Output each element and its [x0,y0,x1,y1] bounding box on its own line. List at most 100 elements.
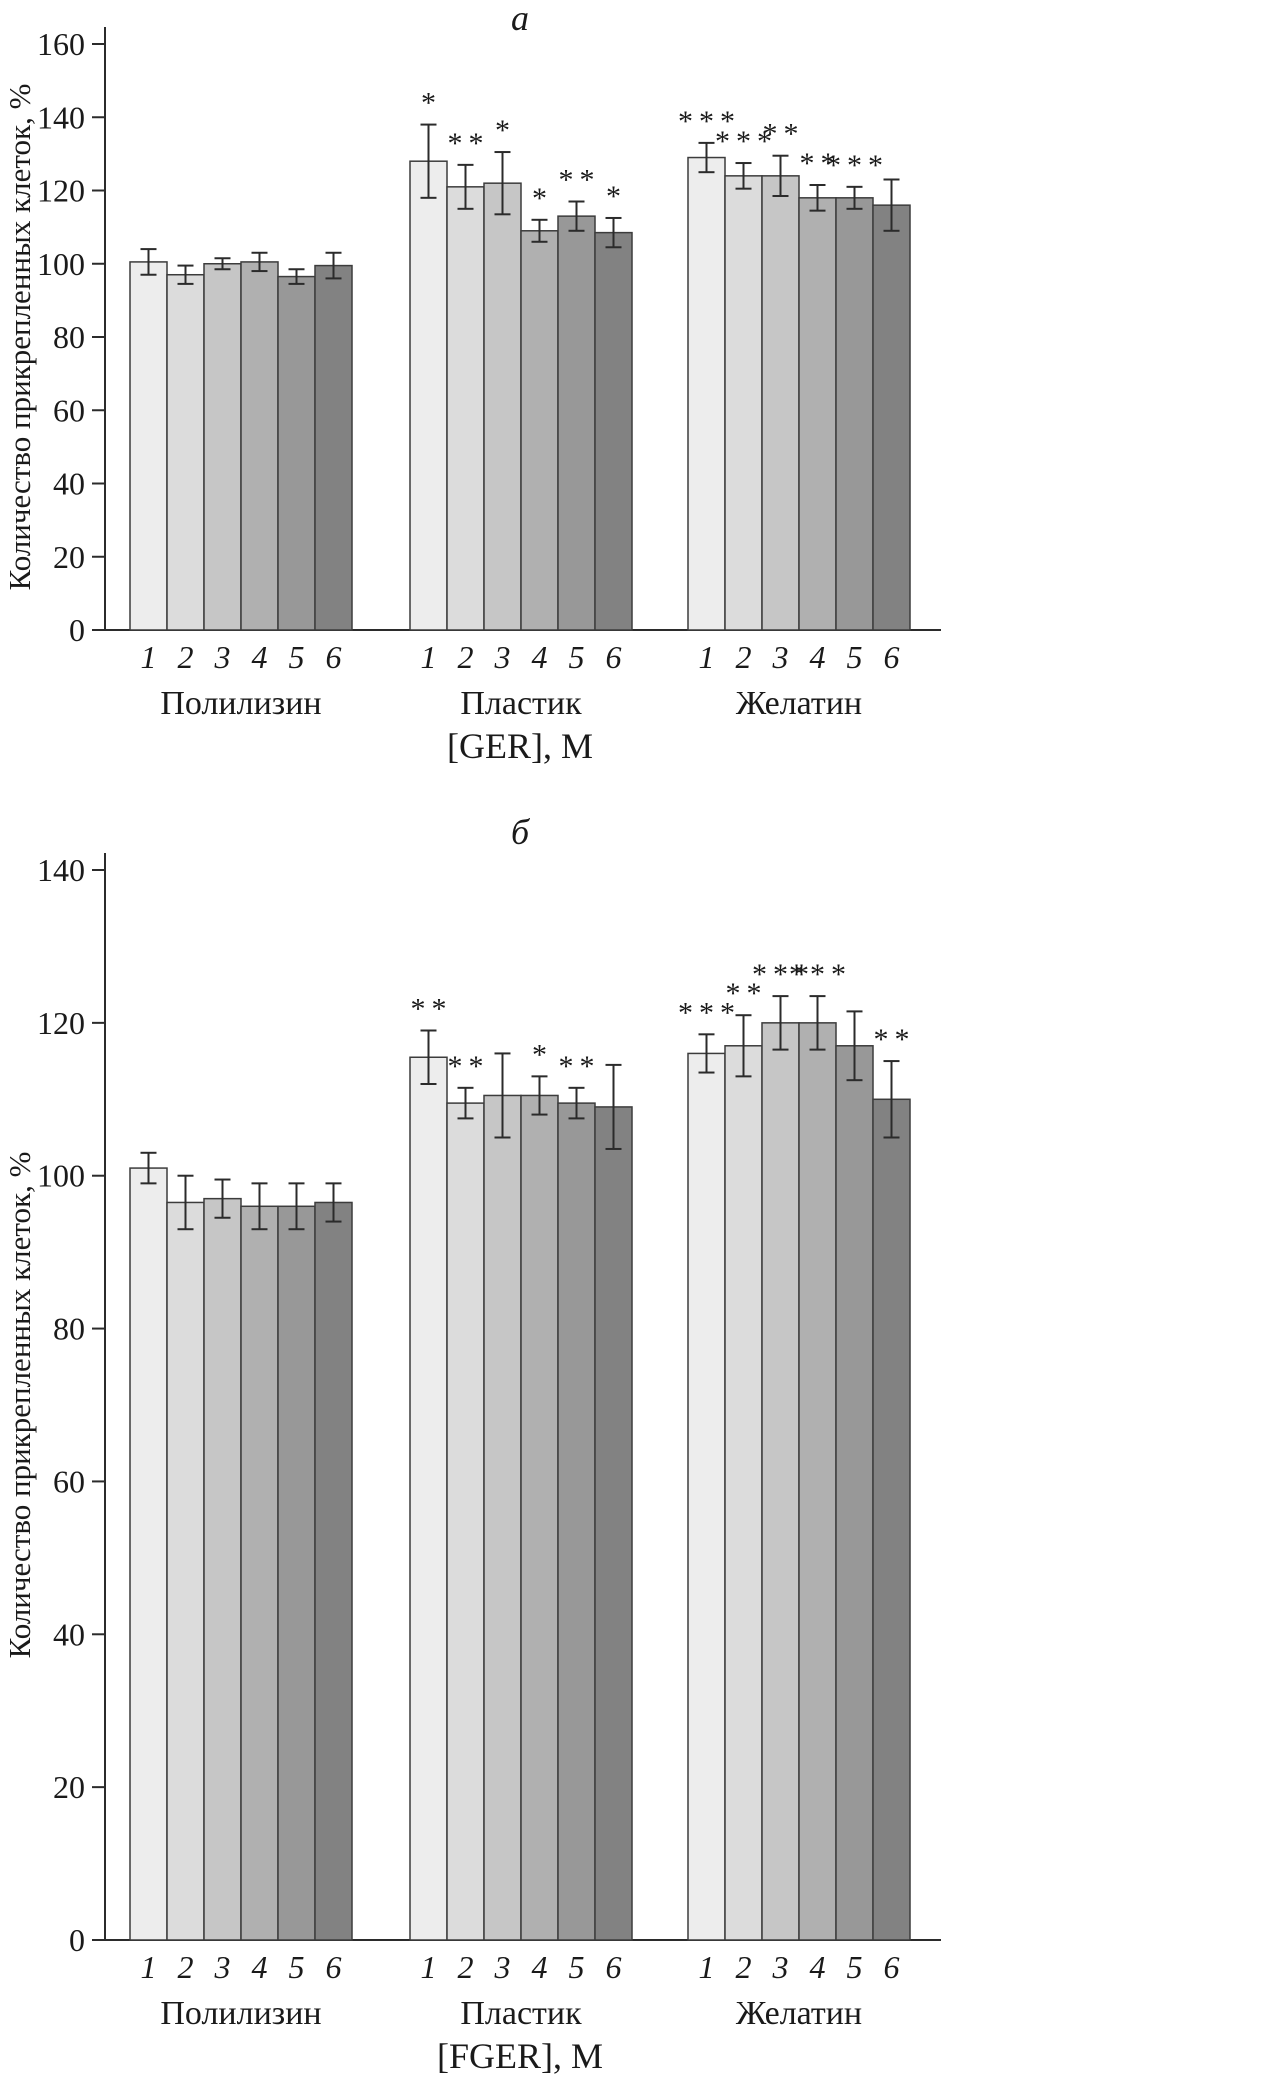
bar [798,1022,837,1941]
bar [446,186,485,631]
bar [761,175,800,631]
bar-number-label: 6 [606,639,622,675]
bar-number-label: 3 [772,1949,789,1985]
bar-number-label: 6 [606,1949,622,1985]
group-label: Желатин [736,685,862,722]
significance-stars: *** [678,105,741,138]
significance-stars: ** [763,118,805,151]
y-tick-label: 0 [69,1922,85,1958]
bar [277,275,316,631]
significance-stars: *** [715,125,778,158]
bar-number-label: 5 [289,639,305,675]
bar-number-label: 2 [736,639,752,675]
y-tick-label: 100 [37,246,85,282]
bar-number-label: 6 [884,1949,900,1985]
bar-number-label: 1 [699,639,715,675]
y-tick-label: 100 [37,1158,85,1194]
bar [594,231,633,631]
bar-number-label: 2 [736,1949,752,1985]
bar-number-label: 4 [252,639,268,675]
y-tick-label: 20 [53,539,85,575]
bar [446,1102,485,1941]
bar-number-label: 4 [252,1949,268,1985]
group-label: Пластик [460,685,582,722]
panel-title: а [511,0,529,38]
bar-number-label: 5 [847,639,863,675]
significance-stars: ** [874,1023,916,1056]
significance-stars: * [495,114,516,147]
chart-panel-b: б 0 20 40 60 80 100 120 140 Количество прикреплен… [2,812,941,2076]
significance-stars: * [532,1038,553,1071]
significance-stars: * [606,180,627,213]
y-tick-label: 60 [53,392,85,428]
y-tick-label: 40 [53,466,85,502]
y-tick-label: 120 [37,173,85,209]
bar-number-label: 6 [326,1949,342,1985]
bar-number-label: 2 [178,1949,194,1985]
bar [129,261,168,631]
bar-number-label: 3 [214,639,231,675]
x-axis-label: [GER], М [447,726,593,766]
bar [277,1205,316,1941]
bar [314,264,353,631]
bar-number-label: 2 [178,639,194,675]
panel-title: б [511,812,531,852]
bar [835,1045,874,1941]
bar [724,175,763,631]
bar [129,1167,168,1941]
bar [166,273,205,631]
bar-number-label: 3 [214,1949,231,1985]
bar [687,1052,726,1941]
bar-number-label: 4 [532,1949,548,1985]
bar [409,160,448,631]
bar-number-label: 1 [421,1949,437,1985]
bar [314,1201,353,1941]
significance-stars: ** [800,147,842,180]
bar [798,197,837,631]
bar-number-label: 4 [810,639,826,675]
y-tick-label: 80 [53,1311,85,1347]
bar [520,1094,559,1941]
bar [166,1201,205,1941]
y-tick-label: 60 [53,1463,85,1499]
bar [203,263,242,631]
significance-stars: ** [726,977,768,1010]
bar-number-label: 4 [532,639,548,675]
bar-number-label: 1 [141,639,157,675]
bar [240,1205,279,1941]
bar-number-label: 1 [699,1949,715,1985]
significance-stars: *** [789,958,852,991]
y-tick-label: 0 [69,612,85,648]
y-axis-label: Количество прикрепленных клеток, % [2,1152,37,1659]
bar [594,1106,633,1941]
bar [835,197,874,631]
significance-stars: ** [559,1050,601,1083]
significance-stars: ** [559,163,601,196]
significance-stars: ** [411,993,453,1026]
bar-number-label: 1 [421,639,437,675]
significance-stars: * [532,182,553,215]
bar-number-label: 2 [458,639,474,675]
significance-stars: *** [752,958,815,991]
bar [687,156,726,631]
significance-stars: ** [448,127,490,160]
group-label: Полилизин [160,1995,321,2032]
group-label: Пластик [460,1995,582,2032]
y-tick-label: 140 [37,852,85,888]
bar [203,1197,242,1941]
significance-stars: *** [678,996,741,1029]
bar-number-label: 3 [494,639,511,675]
y-tick-label: 40 [53,1616,85,1652]
bar [872,204,911,631]
bar-number-label: 6 [326,639,342,675]
y-axis-label: Количество прикрепленных клеток, % [2,84,37,591]
bar-number-label: 5 [569,1949,585,1985]
significance-stars: *** [826,149,889,182]
y-tick-label: 20 [53,1769,85,1805]
bar-number-label: 5 [847,1949,863,1985]
bar [557,215,596,631]
bar-number-label: 5 [289,1949,305,1985]
bar-number-label: 3 [772,639,789,675]
